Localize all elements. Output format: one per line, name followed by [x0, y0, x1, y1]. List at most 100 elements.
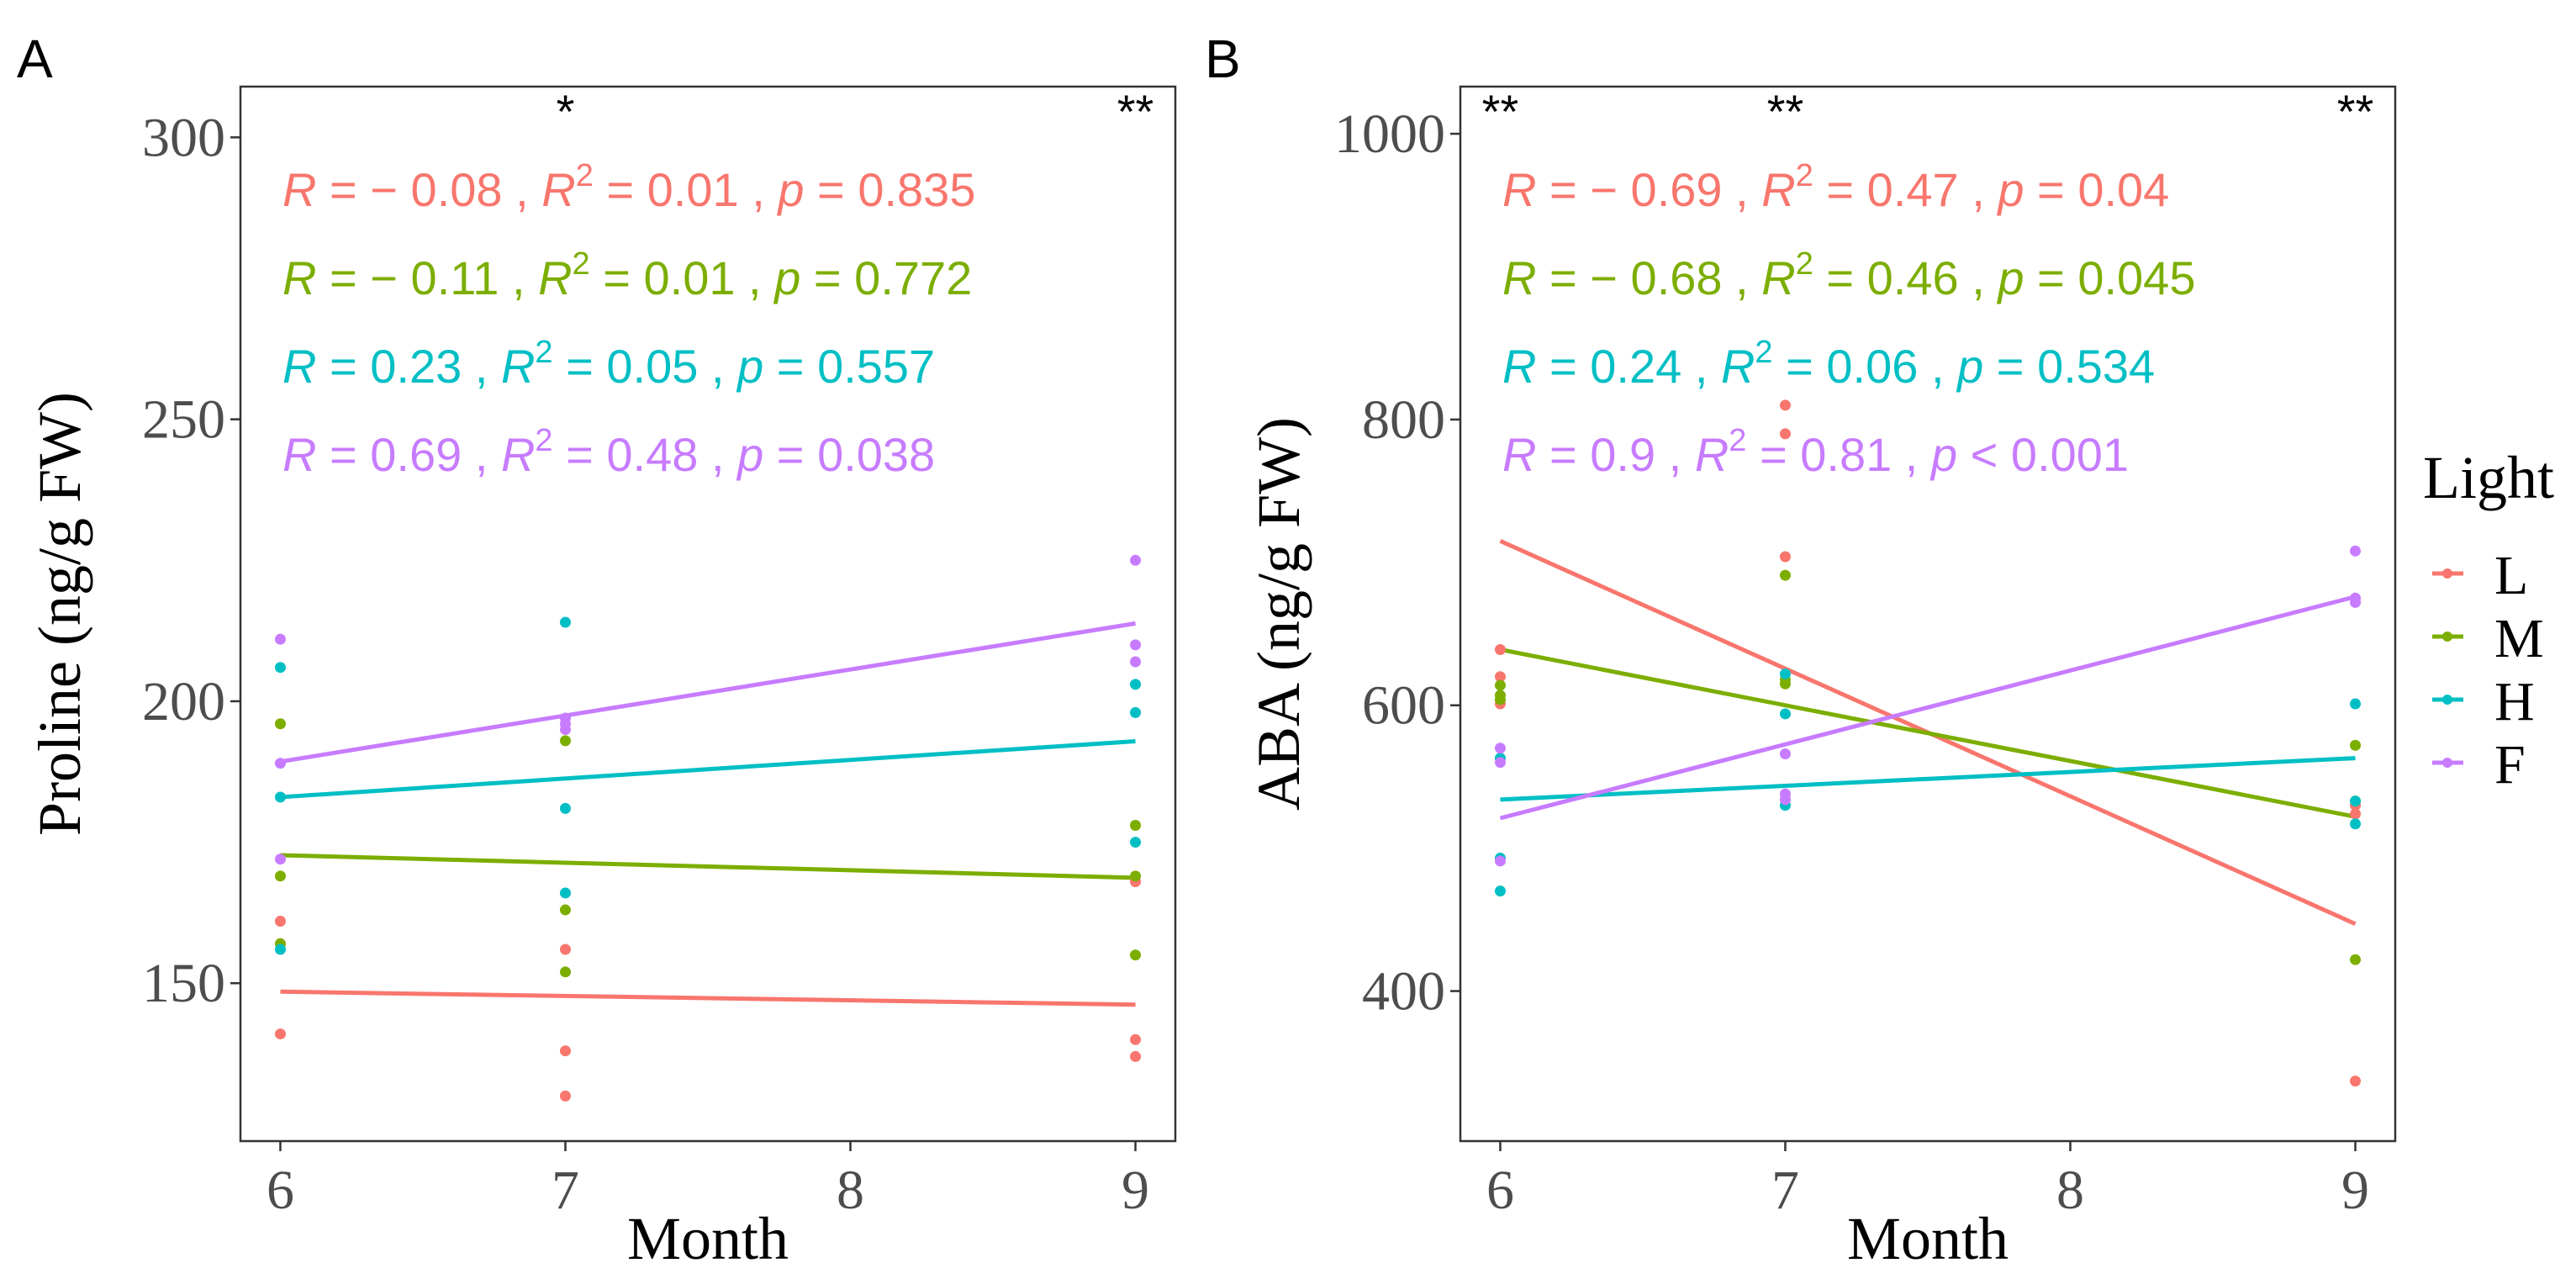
significance-mark: ** [1482, 85, 1519, 138]
significance-mark: * [557, 85, 575, 138]
p-symbol: p [1996, 163, 2024, 216]
data-point-M [1779, 569, 1791, 581]
data-point-L [559, 1090, 571, 1102]
data-point-L [274, 1028, 286, 1040]
r2-symbol: R [501, 428, 535, 481]
p-operator: = [2024, 251, 2078, 304]
r-symbol: R [282, 340, 316, 393]
p-symbol: p [776, 163, 804, 216]
r-symbol: R [1502, 340, 1536, 393]
data-point-F [559, 723, 571, 735]
legend-label: H [2494, 671, 2535, 732]
significance-mark: ** [1117, 85, 1154, 138]
legend-key-point [2442, 758, 2452, 768]
r2-exponent: 2 [535, 423, 552, 458]
r2-exponent: 2 [1796, 158, 1813, 193]
r2-equals: = [594, 163, 647, 216]
stats-line-L: R = − 0.69 , R2 = 0.47 , p = 0.04 [1502, 158, 2169, 216]
r-equals: = [1536, 340, 1590, 393]
p-operator: = [800, 251, 854, 304]
legend-item-L: L [2432, 545, 2528, 606]
separator: , [736, 251, 775, 304]
r-symbol: R [282, 428, 316, 481]
separator: , [1918, 340, 1957, 393]
r2-equals: = [590, 251, 644, 304]
data-point-M [1130, 949, 1142, 961]
legend-item-F: F [2432, 734, 2526, 795]
data-point-L [1130, 1050, 1142, 1062]
r-symbol: R [1502, 163, 1536, 216]
data-point-F [274, 758, 286, 769]
x-tick-label: 7 [552, 1160, 579, 1221]
separator: , [698, 340, 737, 393]
data-point-L [1779, 551, 1791, 563]
p-operator: = [763, 340, 817, 393]
separator: , [1655, 428, 1695, 481]
panel-b: B 6 7 8 9 400 600 800 1000 Month ABA (ng/g FW) ** **… [1205, 29, 2397, 1272]
data-point-F [274, 633, 286, 645]
r-equals: = [316, 163, 370, 216]
r2-equals: = [1813, 163, 1867, 216]
data-point-H [1779, 708, 1791, 720]
p-value: 0.835 [858, 163, 975, 216]
separator: , [739, 163, 779, 216]
data-point-M [1494, 694, 1506, 706]
data-point-F [1779, 748, 1791, 760]
panel-label: B [1205, 29, 1241, 89]
r2-symbol: R [1761, 163, 1795, 216]
r2-equals: = [1746, 428, 1800, 481]
data-point-L [559, 943, 571, 955]
data-point-H [1779, 668, 1791, 679]
stats-line-M: R = − 0.11 , R2 = 0.01 , p = 0.772 [282, 246, 972, 304]
r-symbol: R [282, 251, 316, 304]
data-point-M [274, 870, 286, 882]
data-point-H [559, 802, 571, 814]
data-point-M [274, 718, 286, 730]
r2-symbol: R [1761, 251, 1795, 304]
legend-title: Light [2423, 444, 2554, 511]
r2-value: 0.01 [644, 251, 736, 304]
data-point-H [274, 662, 286, 674]
r-equals: = [316, 340, 370, 393]
plot-frame [1459, 85, 2397, 1143]
p-value: 0.001 [2011, 428, 2129, 481]
stats-annotations: R = − 0.69 , R2 = 0.47 , p = 0.04R = − 0… [1502, 158, 2195, 481]
data-point-F [1130, 656, 1142, 668]
y-axis-title: ABA (ng/g FW) [1245, 417, 1312, 811]
r-value: 0.24 [1590, 340, 1681, 393]
p-value: 0.557 [817, 340, 935, 393]
r2-exponent: 2 [535, 335, 552, 370]
data-point-F [1494, 757, 1506, 769]
legend-label: F [2494, 734, 2526, 795]
r2-equals: = [553, 428, 607, 481]
separator: , [698, 428, 737, 481]
p-value: 0.045 [2077, 251, 2195, 304]
p-operator: = [763, 428, 817, 481]
data-point-H [2350, 795, 2362, 807]
legend-key-point [2442, 568, 2452, 579]
data-point-M [2350, 954, 2362, 965]
data-point-L [2350, 1076, 2362, 1087]
stats-line-L: R = − 0.08 , R2 = 0.01 , p = 0.835 [282, 158, 975, 216]
r-equals: = [1536, 428, 1590, 481]
regression-line-F [280, 621, 1136, 764]
r2-symbol: R [1721, 340, 1755, 393]
data-point-L [1779, 399, 1791, 411]
r-equals: = [316, 428, 370, 481]
data-point-H [2350, 698, 2362, 710]
y-tick-label: 200 [142, 671, 225, 732]
r2-symbol: R [538, 251, 572, 304]
legend-label: L [2494, 545, 2528, 606]
y-tick-label: 600 [1362, 675, 1445, 737]
r-value: − 0.69 [1590, 163, 1722, 216]
data-point-F [1130, 554, 1142, 566]
separator: , [1892, 428, 1931, 481]
plot-frame [239, 85, 1177, 1143]
data-point-M [1494, 679, 1506, 691]
r-symbol: R [282, 163, 316, 216]
regression-line-M [1499, 647, 2357, 819]
data-point-H [1494, 885, 1506, 897]
stats-line-F: R = 0.9 , R2 = 0.81 , p < 0.001 [1502, 423, 2129, 481]
